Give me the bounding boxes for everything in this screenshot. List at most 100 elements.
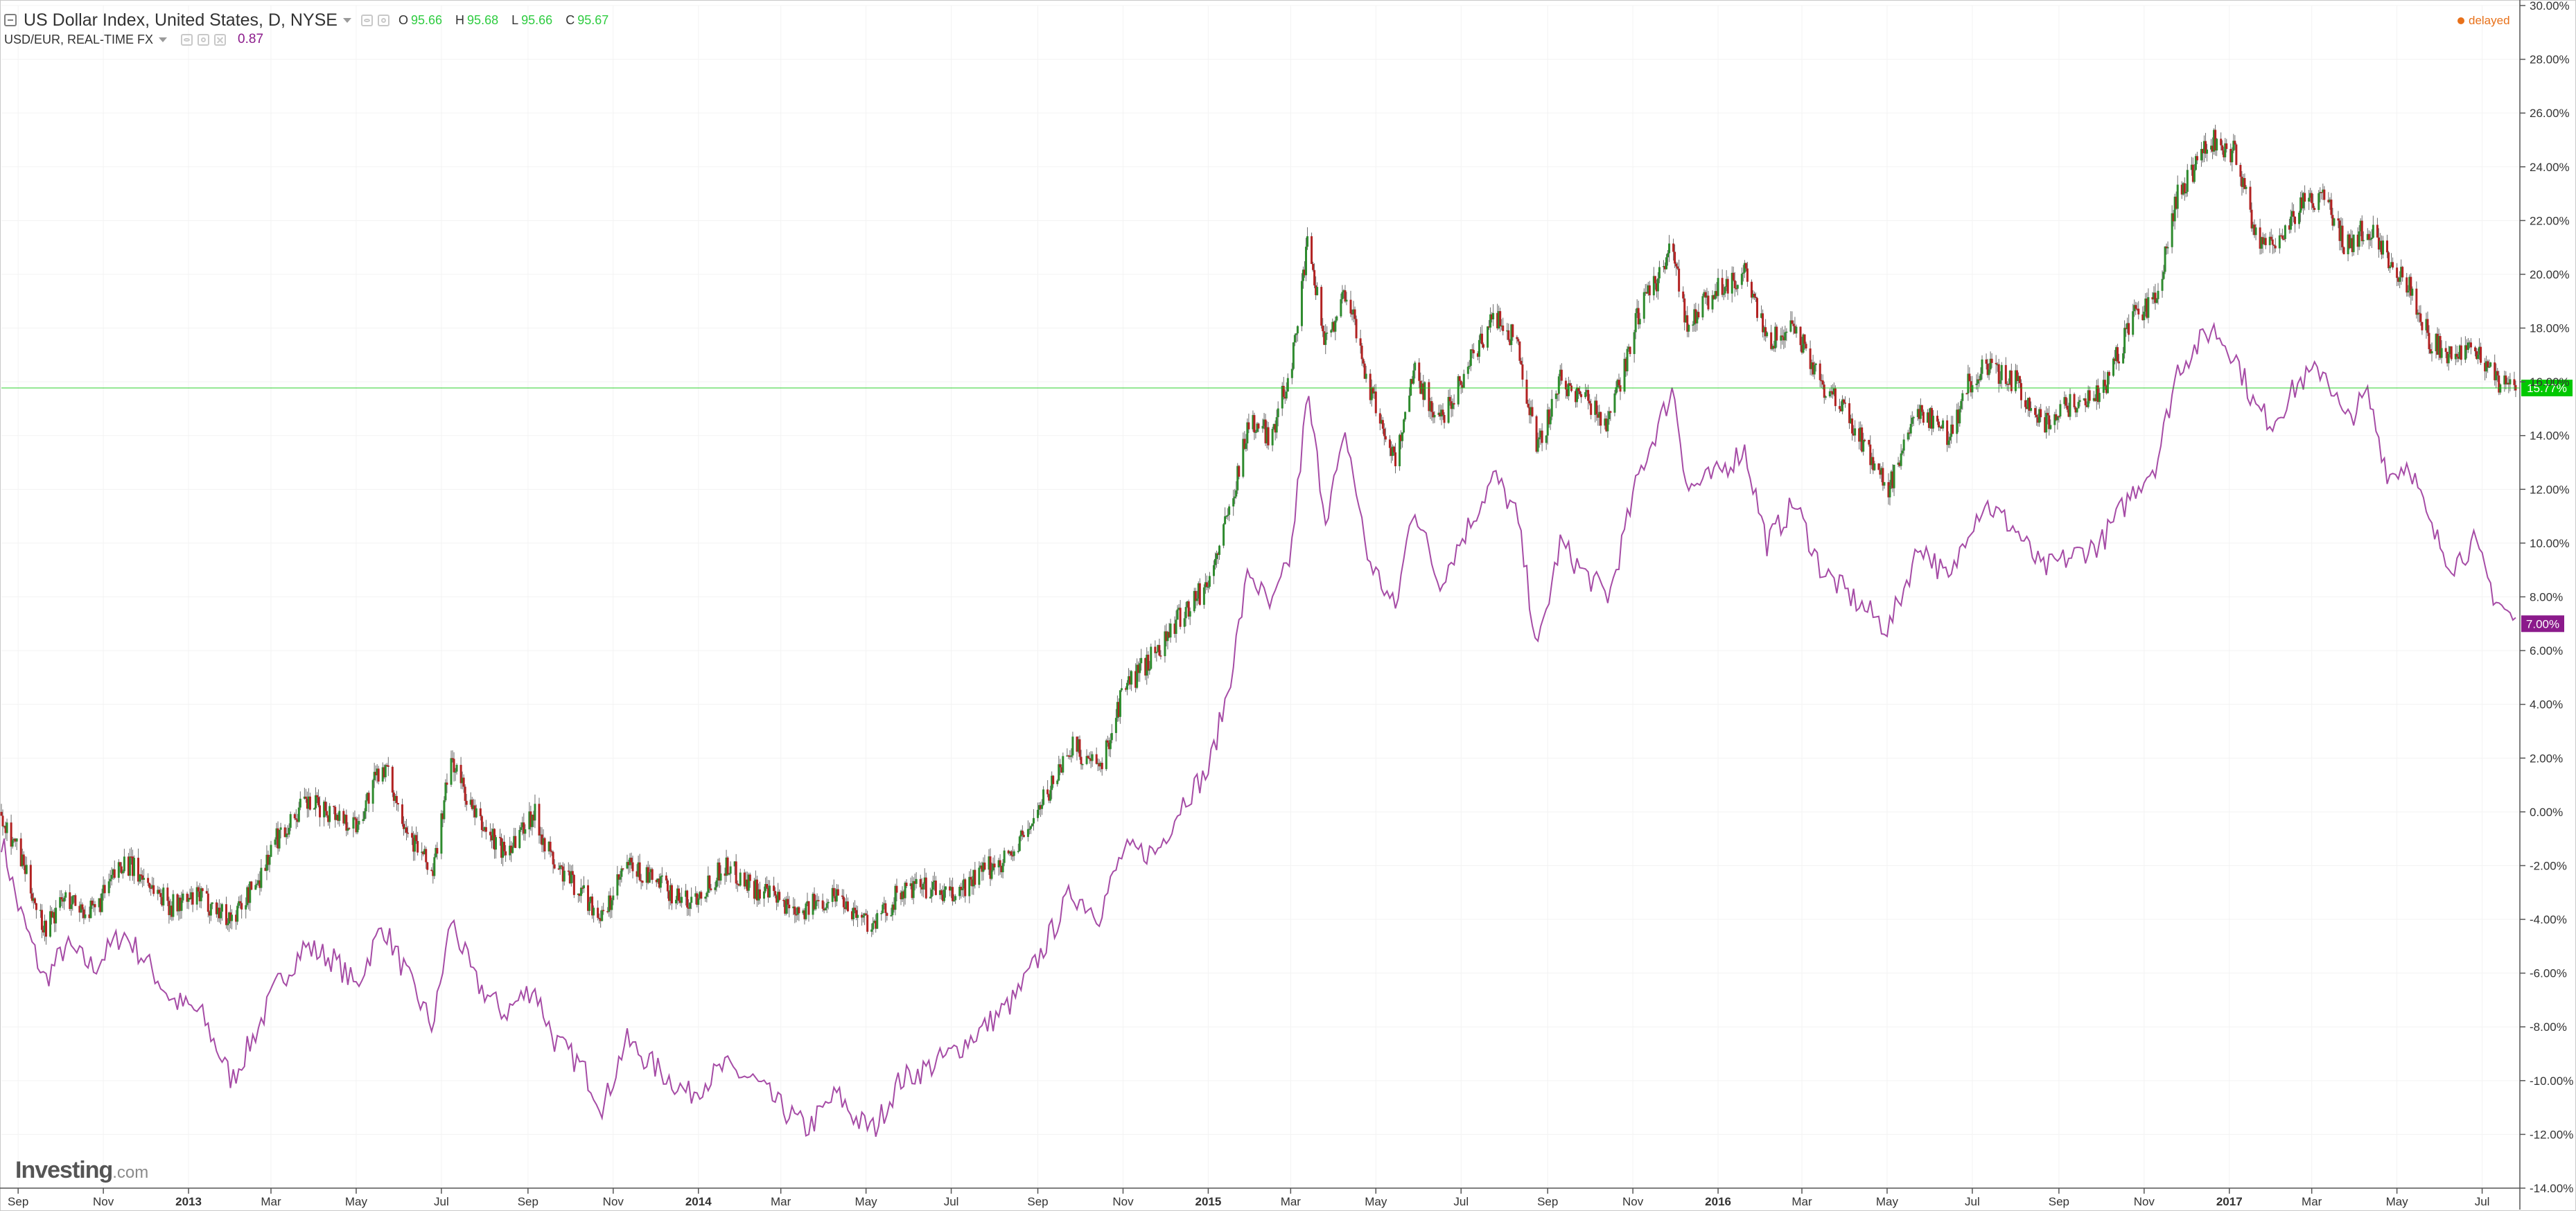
candle-body[interactable] [1333,321,1335,332]
candle-body[interactable] [865,913,868,915]
candle-body[interactable] [1238,466,1241,477]
candle-body[interactable] [2092,398,2095,401]
candle-body[interactable] [2161,279,2164,291]
candle-body[interactable] [295,818,297,820]
candle-body[interactable] [821,900,824,909]
candle-body[interactable] [2191,164,2194,182]
candle-body[interactable] [462,777,465,787]
candle-body[interactable] [407,832,410,834]
candle-body[interactable] [387,765,389,767]
candle-body[interactable] [2048,415,2051,430]
candle-body[interactable] [988,856,990,870]
candle-body[interactable] [229,912,232,921]
candle-body[interactable] [1383,428,1385,436]
candle-body[interactable] [1781,335,1784,337]
candle-body[interactable] [2319,192,2322,193]
candlestick-series[interactable] [0,125,2517,945]
candle-body[interactable] [767,887,770,898]
candle-body[interactable] [490,835,493,840]
candle-body[interactable] [1119,690,1121,717]
candle-body[interactable] [2333,218,2336,226]
candle-body[interactable] [521,822,524,828]
candle-body[interactable] [1437,412,1440,415]
candle-body[interactable] [1662,266,1665,267]
candle-body[interactable] [1281,385,1283,409]
candle-body[interactable] [842,896,845,908]
candle-body[interactable] [1139,663,1141,673]
candle-body[interactable] [882,904,884,913]
candle-body[interactable] [113,869,116,878]
candle-body[interactable] [659,876,662,888]
candle-body[interactable] [1272,424,1275,430]
candle-body[interactable] [308,796,311,810]
candle-body[interactable] [2194,156,2197,170]
candle-body[interactable] [250,881,253,890]
candle-body[interactable] [455,765,458,772]
candle-body[interactable] [1502,325,1505,331]
candle-body[interactable] [836,889,839,896]
candle-body[interactable] [1232,498,1235,507]
candle-body[interactable] [10,822,12,847]
candle-body[interactable] [286,833,289,835]
candle-body[interactable] [1784,332,1787,341]
candle-body[interactable] [1613,393,1616,413]
candle-body[interactable] [169,905,172,915]
candle-body[interactable] [2029,398,2031,411]
candle-body[interactable] [1496,312,1499,328]
candle-body[interactable] [678,888,681,901]
candle-body[interactable] [2122,353,2125,364]
chevron-down-icon[interactable] [342,17,351,23]
candle-body[interactable] [464,786,466,801]
candle-body[interactable] [1862,439,1865,452]
candle-body[interactable] [102,885,105,894]
candle-body[interactable] [1069,755,1071,757]
candle-body[interactable] [2117,347,2119,362]
candle-body[interactable] [453,759,455,772]
candle-body[interactable] [443,800,446,820]
candle-body[interactable] [1140,657,1143,664]
candle-body[interactable] [6,822,8,833]
candle-body[interactable] [1136,664,1139,688]
candle-body[interactable] [2018,375,2021,383]
candle-body[interactable] [855,910,858,918]
candle-body[interactable] [1606,419,1609,432]
candle-body[interactable] [1799,326,1802,346]
candle-body[interactable] [1575,391,1577,403]
candle-body[interactable] [737,884,740,886]
candle-body[interactable] [1471,349,1473,351]
candle-body[interactable] [1342,290,1345,292]
candle-body[interactable] [152,885,155,894]
candle-body[interactable] [1722,293,1725,295]
candle-body[interactable] [1302,269,1304,281]
candle-body[interactable] [524,829,527,834]
candle-body[interactable] [2135,305,2137,309]
candle-body[interactable] [426,862,429,870]
candle-body[interactable] [239,901,242,903]
candle-body[interactable] [2455,353,2458,357]
candle-body[interactable] [1688,325,1690,332]
candle-body[interactable] [514,836,517,849]
candle-body[interactable] [1506,330,1509,332]
candle-body[interactable] [1636,308,1638,313]
candle-body[interactable] [172,894,175,917]
candle-body[interactable] [363,811,366,820]
candle-body[interactable] [256,883,259,885]
candle-body[interactable] [473,805,476,817]
candle-body[interactable] [1813,364,1816,375]
candle-body[interactable] [758,889,761,899]
candle-body[interactable] [1541,430,1543,443]
candle-body[interactable] [978,867,981,885]
candle-body[interactable] [832,887,835,896]
candle-body[interactable] [1623,358,1626,392]
candle-body[interactable] [150,887,152,889]
candle-body[interactable] [1000,865,1003,873]
candle-body[interactable] [824,908,827,911]
candle-body[interactable] [715,880,718,887]
candle-body[interactable] [1556,394,1559,395]
candle-body[interactable] [581,887,584,889]
candle-body[interactable] [1326,333,1329,334]
candle-body[interactable] [1986,364,1989,375]
candle-body[interactable] [1579,391,1581,394]
candle-body[interactable] [1252,415,1254,430]
candle-body[interactable] [1938,421,1940,427]
